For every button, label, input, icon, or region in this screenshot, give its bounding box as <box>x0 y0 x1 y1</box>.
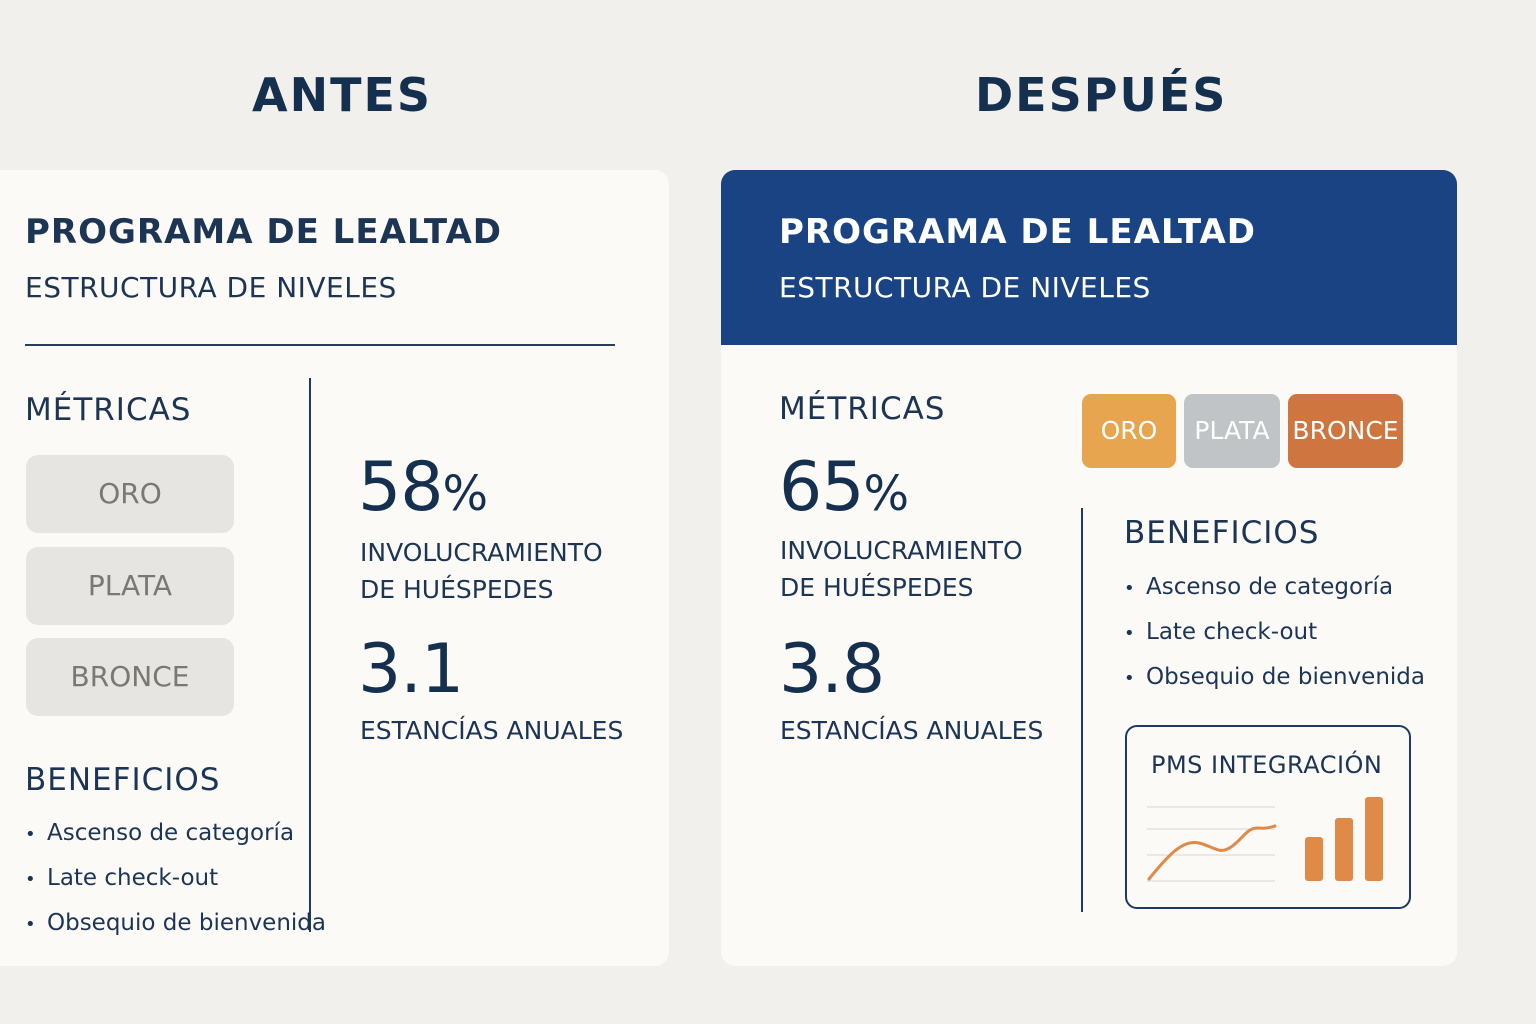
engagement-value: 58% <box>358 448 488 527</box>
engagement-label: INVOLUCRAMIENTO DE HUÉSPEDES <box>360 538 603 604</box>
pms-chart-icon <box>1147 797 1383 882</box>
program-subtitle: ESTRUCTURA DE NIVELES <box>25 271 397 304</box>
benefits-heading: BENEFICIOS <box>1124 515 1320 551</box>
tier-silver-pill: PLATA <box>1184 394 1280 468</box>
header-band: PROGRAMA DE LEALTAD ESTRUCTURA DE NIVELE… <box>721 170 1457 345</box>
column-divider <box>309 378 311 932</box>
tier-bronze-pill: BRONCE <box>1288 394 1403 468</box>
after-heading: DESPUÉS <box>975 68 1228 122</box>
before-card: PROGRAMA DE LEALTAD ESTRUCTURA DE NIVELE… <box>0 170 669 966</box>
program-title: PROGRAMA DE LEALTAD <box>779 212 1257 252</box>
after-card: PROGRAMA DE LEALTAD ESTRUCTURA DE NIVELE… <box>721 170 1457 966</box>
tier-bronze: BRONCE <box>26 638 234 716</box>
benefit-item: Late check-out <box>1124 617 1425 662</box>
bar-mark <box>1305 837 1323 881</box>
stays-label: ESTANCÍAS ANUALES <box>360 716 624 745</box>
stays-value: 3.1 <box>358 630 464 709</box>
bar-mark <box>1335 818 1353 881</box>
program-subtitle: ESTRUCTURA DE NIVELES <box>779 271 1151 304</box>
benefits-heading: BENEFICIOS <box>25 762 221 798</box>
metrics-heading: MÉTRICAS <box>779 391 946 427</box>
benefit-item: Obsequio de bienvenida <box>1124 662 1425 707</box>
trend-line <box>1147 824 1277 881</box>
benefit-item: Ascenso de categoría <box>1124 572 1425 617</box>
benefit-item: Ascenso de categoría <box>25 818 326 863</box>
benefits-list: Ascenso de categoría Late check-out Obse… <box>25 818 326 953</box>
benefits-list: Ascenso de categoría Late check-out Obse… <box>1124 572 1425 707</box>
column-divider <box>1081 508 1083 912</box>
engagement-value: 65% <box>779 448 909 527</box>
tier-silver: PLATA <box>26 547 234 625</box>
bar-mark <box>1365 797 1383 881</box>
engagement-label: INVOLUCRAMIENTO DE HUÉSPEDES <box>780 536 1023 602</box>
metrics-heading: MÉTRICAS <box>25 392 192 428</box>
pms-title: PMS INTEGRACIÓN <box>1151 751 1383 779</box>
stays-value: 3.8 <box>779 630 885 709</box>
tier-gold: ORO <box>26 455 234 533</box>
before-heading: ANTES <box>252 68 433 122</box>
benefit-item: Obsequio de bienvenida <box>25 908 326 953</box>
header-divider <box>25 344 615 346</box>
benefit-item: Late check-out <box>25 863 326 908</box>
tier-gold-pill: ORO <box>1082 394 1176 468</box>
stays-label: ESTANCÍAS ANUALES <box>780 716 1044 745</box>
pms-integration-box: PMS INTEGRACIÓN <box>1125 725 1411 909</box>
program-title: PROGRAMA DE LEALTAD <box>25 212 503 252</box>
